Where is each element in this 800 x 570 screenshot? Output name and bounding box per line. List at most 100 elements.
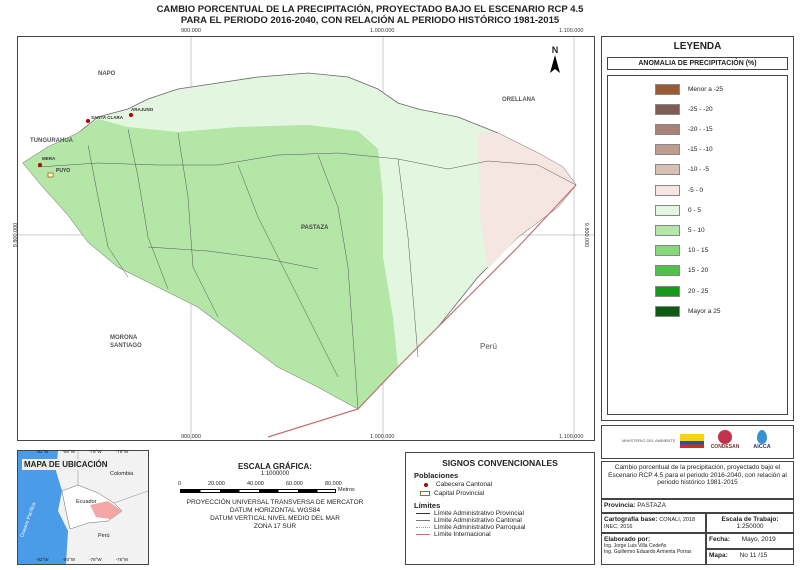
- loc-tick-bottom-1: -80°W: [62, 557, 76, 562]
- legend-class: 20 - 25: [655, 284, 780, 298]
- cartografia-value: CONALI, 2018 INEC, 2016: [604, 517, 696, 530]
- scale-ticks: 0 20.000 40.000 60.000 80.000: [160, 481, 390, 489]
- scale-tick-2: 40.000: [247, 481, 264, 487]
- legend-class: 0 - 5: [655, 203, 780, 217]
- signs-title: SIGNOS CONVENCIONALES: [442, 458, 558, 468]
- legend-class-label: -25 - -20: [688, 105, 713, 113]
- legend-class: Mayor a 25: [655, 304, 780, 318]
- limit-cantonal-icon: [416, 520, 430, 521]
- scale-bar: Metros: [160, 487, 390, 495]
- loc-tick-top-3: -76°W: [115, 449, 129, 454]
- mapa-value: No 11 /15: [739, 552, 768, 559]
- legend-subtitle-box: ANOMALIA DE PRECIPITACIÓN (%): [607, 57, 788, 70]
- sign-limit-internacional: Límite Internacional: [416, 531, 594, 538]
- legend-class-label: 5 - 10: [688, 226, 705, 234]
- limit-internacional-label: Límite Internacional: [434, 531, 491, 538]
- location-colombia: Colombia: [110, 471, 134, 477]
- projection-info: PROYECCIÓN UNIVERSAL TRANSVERSA DE MERCA…: [160, 499, 390, 531]
- legend-swatch: [655, 103, 680, 115]
- map-title: CAMBIO PORCENTUAL DE LA PRECIPITACIÓN, P…: [150, 4, 590, 26]
- info-cartografia: Cartografía base: CONALI, 2018 INEC, 201…: [601, 513, 706, 533]
- legend-swatch: [655, 184, 680, 196]
- legend-class-label: -5 - 0: [688, 186, 704, 194]
- sign-capital: Capital Provincial: [420, 490, 594, 497]
- label-santiago: SANTIAGO: [110, 343, 142, 349]
- legend-panel: LEYENDA ANOMALIA DE PRECIPITACIÓN (%): [601, 36, 794, 421]
- legend-class: 10 - 15: [655, 244, 780, 258]
- logos-panel: MINISTERIO DEL AMBIENTE CONDESAN AICCA: [601, 425, 794, 459]
- info-fecha: Fecha: Mayo, 2019: [706, 533, 794, 549]
- legend-class-label: -15 - -10: [688, 146, 713, 154]
- label-napo: NAPO: [98, 71, 116, 77]
- coord-bottom-2: 1.000.000: [370, 434, 395, 440]
- logo-ecuador-icon: [680, 434, 704, 448]
- legend-class-label: Mayor a 25: [688, 307, 721, 315]
- location-map-frame: MAPA DE UBICACIÓN Colombia Ecuador Perú …: [17, 449, 149, 565]
- coord-left: 9.800.000: [13, 222, 20, 248]
- legend-swatch: [655, 305, 680, 317]
- international-limit: [267, 184, 577, 438]
- escala-value: 1:250000: [736, 523, 764, 530]
- scale-tick-3: 60.000: [286, 481, 303, 487]
- sign-limit-parroquial: Límite Administrativo Parroquial: [416, 524, 594, 531]
- legend-class: -25 - -20: [655, 102, 780, 116]
- loc-tick-top-2: -78°W: [89, 449, 102, 454]
- legend-swatch: [655, 285, 680, 297]
- limit-parroquial-icon: [416, 527, 430, 528]
- projection-line-1: DATUM HORIZONTAL WGS84: [229, 507, 321, 514]
- escala-label: Escala de Trabajo:: [721, 516, 779, 523]
- elaborado-label: Elaborado por:: [604, 536, 651, 543]
- legend-class: -20 - -15: [655, 122, 780, 136]
- info-escala: Escala de Trabajo: 1:250000: [706, 513, 794, 533]
- label-puyo: PUYO: [56, 168, 71, 174]
- label-orellana: ORELLANA: [502, 97, 536, 103]
- legend-swatch: [655, 204, 680, 216]
- projection-line-3: ZONA 17 SUR: [253, 523, 297, 530]
- legend-class: -5 - 0: [655, 183, 780, 197]
- provincia-label: Provincia:: [604, 502, 636, 509]
- legend-swatch: [655, 245, 680, 257]
- cartografia-label: Cartografía base:: [604, 516, 658, 523]
- info-provincia: Provincia: PASTAZA: [601, 499, 794, 513]
- town-santa-clara: [86, 119, 90, 123]
- limit-cantonal-label: Límite Administrativo Cantonal: [434, 517, 522, 524]
- elaborado-name-1: Ing. Guillermo Eduardo Armenta Porras: [604, 549, 692, 555]
- logo-aicca-text: AICCA: [753, 444, 771, 450]
- limit-parroquial-label: Límite Administrativo Parroquial: [434, 524, 526, 531]
- sign-limit-cantonal: Límite Administrativo Cantonal: [416, 517, 594, 524]
- legend-class-label: 10 - 15: [688, 247, 709, 255]
- zone-5-10: [23, 119, 398, 409]
- coord-bottom-3: 1.100.000: [559, 434, 584, 440]
- info-mapa: Mapa: No 11 /15: [706, 549, 794, 565]
- logo-aicca: AICCA: [747, 430, 777, 450]
- coord-right: 9.800.000: [583, 222, 590, 248]
- fecha-value: Mayo, 2019: [741, 536, 776, 543]
- info-description-text: Cambio porcentual de la precipitación, p…: [608, 464, 787, 486]
- legend-swatch: [655, 224, 680, 236]
- location-bottom-ticks: -82°W -80°W -78°W -76°W: [36, 557, 128, 562]
- info-elaborado: Elaborado por: Ing. Jorge Luis Villa Ced…: [601, 533, 706, 565]
- sign-limit-provincial: Límite Administrativo Provincial: [416, 510, 594, 517]
- label-tungurahua: TUNGURAHUA: [30, 138, 73, 144]
- title-line-1: CAMBIO PORCENTUAL DE LA PRECIPITACIÓN, P…: [156, 4, 584, 15]
- legend-class-label: -20 - -15: [688, 125, 713, 133]
- label-peru: Perú: [480, 342, 497, 351]
- limit-provincial-label: Límite Administrativo Provincial: [434, 510, 524, 517]
- scale-unit: Metros: [338, 487, 355, 493]
- limit-internacional-icon: [416, 534, 430, 535]
- loc-tick-top-0: -82°W: [36, 449, 49, 454]
- fecha-label: Fecha:: [709, 536, 730, 543]
- legend-classes-box: [607, 75, 788, 415]
- coord-top-3: 1.100.000: [559, 28, 584, 34]
- north-arrow-icon: [550, 55, 560, 73]
- legend-swatch: [655, 83, 680, 95]
- coord-top-2: 1.000.000: [370, 28, 395, 34]
- admin-limits: [37, 128, 577, 410]
- limit-provincial-icon: [416, 513, 430, 514]
- scale-title: ESCALA GRÁFICA:: [238, 462, 312, 471]
- legend-class-label: Menor a -25: [688, 85, 724, 93]
- label-arajuno: ARAJUNO: [131, 107, 154, 112]
- label-pastaza: PASTAZA: [301, 225, 329, 231]
- projection-line-2: DATUM VERTICAL NIVEL MEDIO DEL MAR: [210, 515, 340, 522]
- loc-tick-bottom-2: -78°W: [89, 557, 102, 562]
